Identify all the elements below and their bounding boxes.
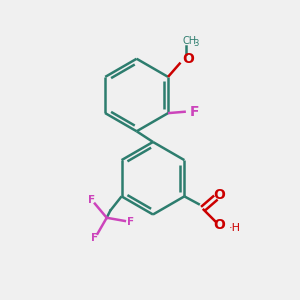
Text: CH: CH (183, 36, 197, 46)
Text: F: F (88, 195, 95, 205)
Text: F: F (127, 217, 134, 227)
Text: 3: 3 (193, 39, 198, 48)
Text: F: F (189, 105, 199, 119)
Text: F: F (91, 233, 98, 243)
Text: O: O (182, 52, 194, 66)
Text: ·H: ·H (228, 224, 240, 233)
Text: O: O (213, 188, 225, 202)
Text: O: O (213, 218, 225, 233)
